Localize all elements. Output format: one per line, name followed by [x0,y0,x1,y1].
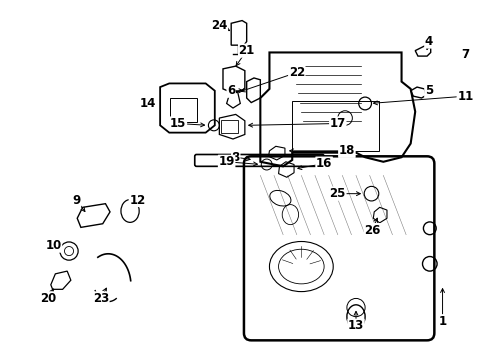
Text: 1: 1 [438,315,446,328]
Text: 6: 6 [226,84,235,97]
Text: 11: 11 [456,90,472,103]
Text: 10: 10 [45,239,61,252]
Text: 26: 26 [364,224,380,237]
Text: 5: 5 [424,84,432,97]
Text: 9: 9 [72,194,80,207]
Text: 14: 14 [140,97,156,110]
Text: 13: 13 [347,319,364,332]
Text: 23: 23 [93,292,109,305]
Text: 15: 15 [170,117,186,130]
Text: 20: 20 [40,292,56,305]
Text: 16: 16 [315,157,332,170]
Text: 12: 12 [129,194,145,207]
Text: 7: 7 [460,48,468,61]
Text: 24: 24 [211,19,227,32]
Text: 21: 21 [238,44,254,57]
Text: 17: 17 [329,117,345,130]
Text: 19: 19 [218,155,234,168]
Text: 8: 8 [231,151,240,164]
Text: 4: 4 [424,35,432,48]
Text: 22: 22 [288,66,305,79]
Text: 18: 18 [338,144,354,157]
Text: 25: 25 [329,187,346,200]
